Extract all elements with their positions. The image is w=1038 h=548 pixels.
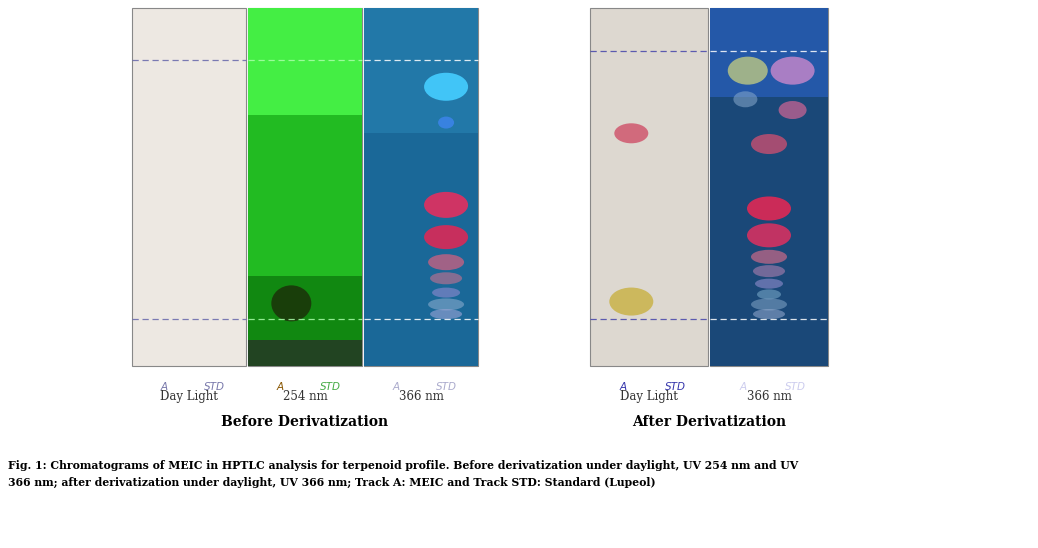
Bar xyxy=(248,340,362,366)
Bar xyxy=(364,8,479,133)
Ellipse shape xyxy=(752,250,787,264)
Bar xyxy=(248,8,362,115)
Ellipse shape xyxy=(747,197,791,220)
Text: STD: STD xyxy=(436,382,457,392)
Text: Day Light: Day Light xyxy=(160,390,218,403)
Ellipse shape xyxy=(753,265,785,277)
Text: A: A xyxy=(620,382,627,392)
Text: A: A xyxy=(160,382,167,392)
Ellipse shape xyxy=(734,92,758,107)
Bar xyxy=(710,8,828,97)
Text: A: A xyxy=(739,382,746,392)
Ellipse shape xyxy=(770,56,815,84)
Text: Day Light: Day Light xyxy=(620,390,678,403)
Text: After Derivatization: After Derivatization xyxy=(632,415,786,429)
Bar xyxy=(248,8,362,366)
Ellipse shape xyxy=(425,192,468,218)
Text: Fig. 1: Chromatograms of MEIC in HPTLC analysis for terpenoid profile. Before de: Fig. 1: Chromatograms of MEIC in HPTLC a… xyxy=(8,460,798,471)
Text: STD: STD xyxy=(785,382,805,392)
Text: STD: STD xyxy=(203,382,224,392)
Ellipse shape xyxy=(430,272,462,284)
Text: STD: STD xyxy=(664,382,685,392)
Bar xyxy=(710,8,828,366)
Bar xyxy=(132,8,246,366)
Ellipse shape xyxy=(430,309,462,319)
Bar xyxy=(364,8,479,366)
Text: 366 nm: 366 nm xyxy=(746,390,791,403)
Ellipse shape xyxy=(614,123,649,143)
Ellipse shape xyxy=(271,286,311,321)
Text: STD: STD xyxy=(320,382,340,392)
Ellipse shape xyxy=(753,309,785,319)
Ellipse shape xyxy=(438,117,454,129)
Bar xyxy=(364,8,479,366)
Ellipse shape xyxy=(428,299,464,310)
Ellipse shape xyxy=(432,288,460,298)
Text: 254 nm: 254 nm xyxy=(282,390,327,403)
Ellipse shape xyxy=(728,56,768,84)
Ellipse shape xyxy=(755,279,783,289)
Ellipse shape xyxy=(752,299,787,310)
Ellipse shape xyxy=(752,134,787,154)
Bar xyxy=(710,8,828,366)
Text: 366 nm: 366 nm xyxy=(399,390,443,403)
Ellipse shape xyxy=(609,288,653,316)
Bar xyxy=(248,115,362,276)
Text: 366 nm; after derivatization under daylight, UV 366 nm; Track A: MEIC and Track : 366 nm; after derivatization under dayli… xyxy=(8,477,656,488)
Ellipse shape xyxy=(425,73,468,101)
Text: A: A xyxy=(392,382,400,392)
Text: A: A xyxy=(276,382,283,392)
Bar xyxy=(590,8,708,366)
Text: Before Derivatization: Before Derivatization xyxy=(221,415,388,429)
Ellipse shape xyxy=(428,254,464,270)
Ellipse shape xyxy=(778,101,807,119)
Ellipse shape xyxy=(425,225,468,249)
Ellipse shape xyxy=(747,224,791,247)
Bar xyxy=(248,276,362,340)
Ellipse shape xyxy=(757,289,781,299)
